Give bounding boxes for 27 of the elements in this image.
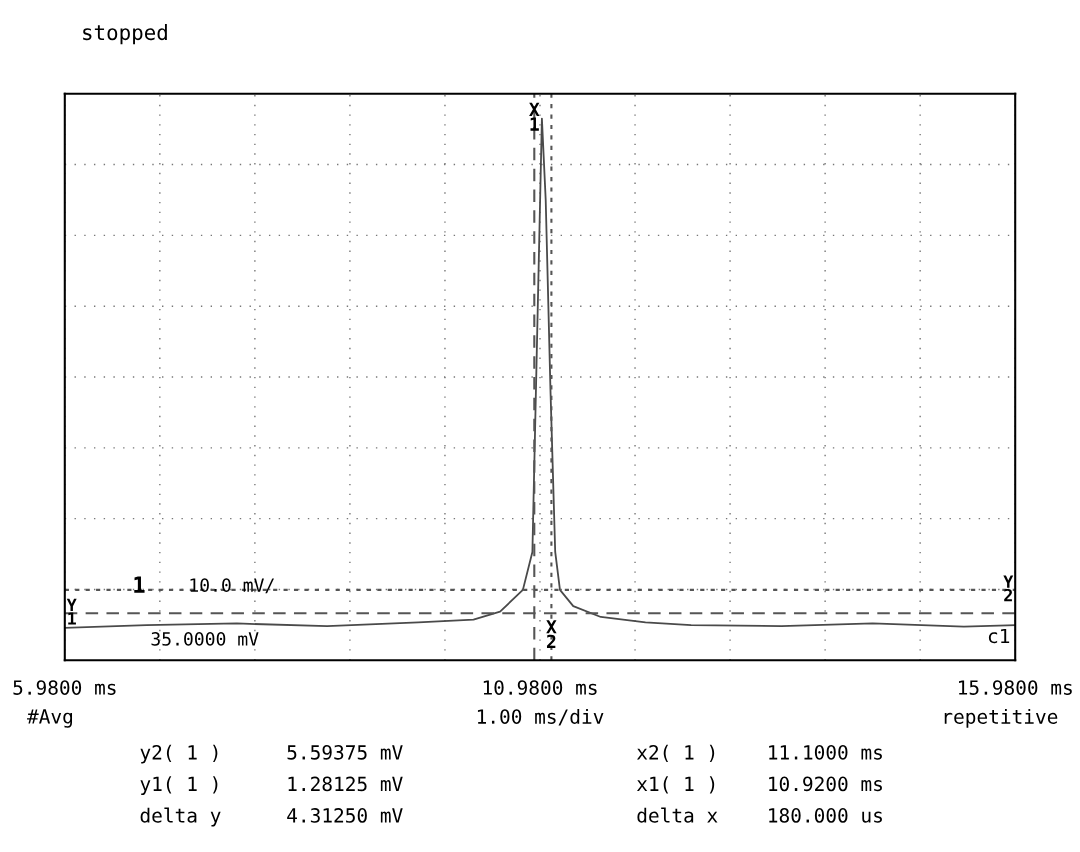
ref-line-label: Y 2 xyxy=(1003,575,1014,602)
ref-line-label: X 1 xyxy=(529,102,540,131)
x-tick-label: 5.9800 ms xyxy=(13,680,116,695)
text: y2( 1 ) xyxy=(140,744,218,764)
text: 11.1000 ms xyxy=(769,745,882,760)
text: 1.28125 mV xyxy=(288,776,403,792)
text: delta y xyxy=(140,807,221,827)
text: x2( 1 ) xyxy=(636,744,715,762)
text: 1.00 ms/div xyxy=(477,708,604,726)
annotation: 10.0 mV/ xyxy=(190,578,274,594)
annotation: 35.0000 mV xyxy=(151,632,259,646)
ref-line-label: X 2 xyxy=(546,620,557,649)
text: repetitive xyxy=(944,708,1058,728)
ref-line-label: Y 1 xyxy=(66,598,77,625)
text: 180.000 us xyxy=(769,808,882,823)
x-tick-label: 15.9800 ms xyxy=(959,680,1072,695)
x-tick-label: 10.9800 ms xyxy=(483,680,597,695)
text: #Avg xyxy=(27,709,73,728)
text: delta x xyxy=(637,807,718,823)
annotation: 1 xyxy=(134,576,145,593)
text: 5.59375 mV xyxy=(287,745,403,760)
text: 4.31250 mV xyxy=(287,808,403,823)
text: 10.9200 ms xyxy=(769,776,882,792)
text: y1( 1 ) xyxy=(140,776,218,795)
text: x1( 1 ) xyxy=(636,776,715,794)
annotation: c1 xyxy=(988,628,1010,644)
chart-title: stopped xyxy=(83,24,167,45)
